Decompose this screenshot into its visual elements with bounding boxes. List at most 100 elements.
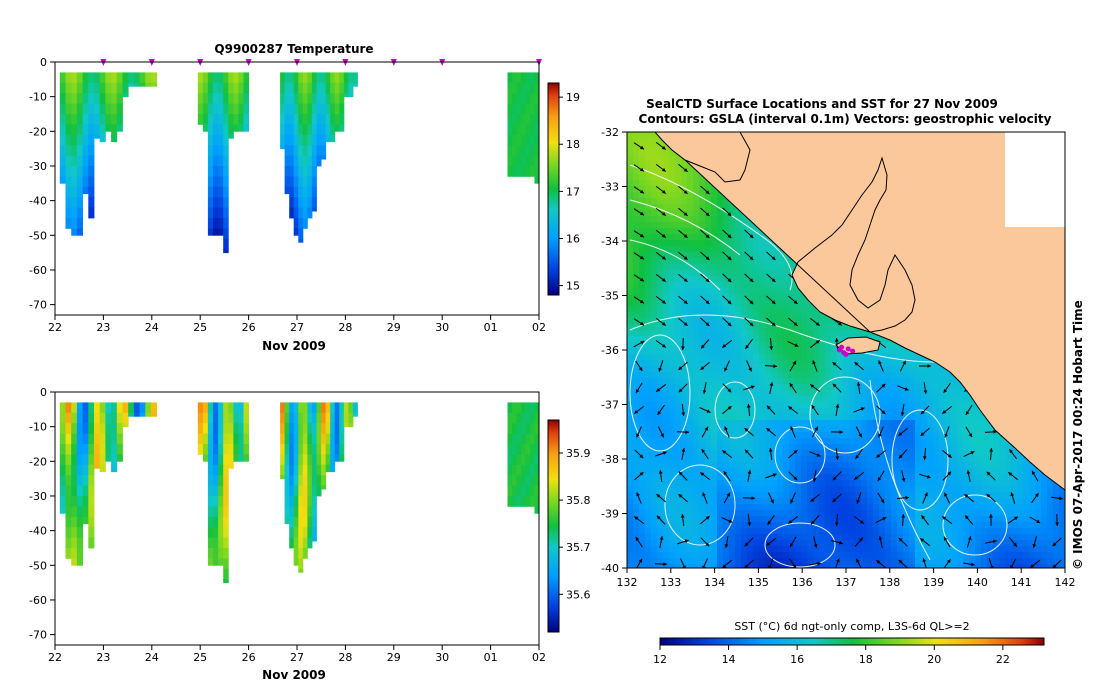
profile-cell [207,145,214,156]
sst-cell [741,330,748,337]
sst-cell [657,162,664,169]
sst-cell [657,138,664,145]
profile-cell [59,134,66,146]
sst-cell [789,306,796,313]
sst-cell [651,276,658,283]
profile-cell [223,412,229,424]
profile-cell [339,433,345,445]
sst-cell [759,432,766,439]
profile-cell [293,464,299,476]
sst-cell [735,444,742,451]
profile-cell [525,496,531,507]
sst-cell [759,360,766,367]
sst-cell [723,360,730,367]
sst-cell [627,234,634,241]
sst-cell [795,426,802,433]
sst-cell [627,294,634,301]
sst-cell [747,378,754,385]
sst-cell [651,408,658,415]
sst-cell [831,354,838,361]
sst-cell [639,216,646,223]
sst-cell [819,432,826,439]
sst-cell [627,150,634,157]
profile-cell [298,527,304,538]
profile-cell [330,454,336,466]
salinity-panel: 0-10-20-30-40-50-60-70 22 23 24 25 26 27 28 29 3… [29,386,590,682]
sst-cell [753,402,760,409]
sst-cell [885,390,892,397]
profile-cell [348,402,354,414]
sst-cell [891,396,898,403]
profile-cell [525,433,531,445]
sst-cell [825,402,832,409]
sst-cell [699,444,706,451]
sst-cell [801,426,808,433]
profile-cell [289,197,295,208]
sst-cell [639,342,646,349]
sst-cell [741,450,748,457]
sst-cell [789,414,796,421]
sst-cell [903,366,910,373]
profile-cell [71,423,78,434]
sst-cell [693,318,700,325]
profile-cell [82,72,89,84]
sst-cell [909,444,916,451]
profile-cell [213,93,219,104]
sst-cell [633,132,640,139]
sst-cell [783,420,790,427]
sst-cell [957,432,964,439]
profile-cell [202,454,209,462]
profile-cell [298,134,304,146]
sst-cell [897,450,904,457]
sst-cell [837,372,844,379]
sst-cell [681,162,688,169]
profile-cell [99,412,106,424]
sst-cell [783,252,790,259]
sst-cell [699,258,706,265]
profile-cell [82,485,89,497]
sst-cell [657,156,664,163]
sst-cell [753,408,760,415]
profile-cell [88,475,95,486]
sst-cell [819,384,826,391]
sst-cell [633,312,640,319]
sst-cell [675,282,682,289]
profile-cell [99,93,106,104]
profile-cell [284,454,290,466]
profile-cell [82,402,89,414]
profile-cell [105,402,112,414]
sst-cell [759,444,766,451]
sst-cell [753,420,760,427]
sst-cell [813,348,820,355]
sst-cell [849,324,856,331]
profile-cell [105,103,112,115]
profile-cell [238,103,244,115]
profile-cell [298,444,304,455]
sst-cell [879,420,886,427]
profile-cell [238,423,244,434]
sst-cell [795,396,802,403]
sst-cell [645,390,652,397]
profile-cell [311,444,317,455]
sst-cell [657,444,664,451]
profile-cell [213,516,219,528]
sst-cell [795,384,802,391]
sst-cell [729,420,736,427]
sst-cell [885,432,892,439]
sst-cell [633,222,640,229]
profile-cell [207,402,214,414]
sst-cell [735,318,742,325]
sst-cell [729,288,736,295]
sst-cell [819,348,826,355]
sst-cell [795,444,802,451]
sst-cell [675,408,682,415]
sst-cell [729,222,736,229]
colorbar-tick-label: 19 [566,91,580,104]
sst-cell [651,294,658,301]
sst-cell [633,360,640,367]
sst-cell [933,378,940,385]
profile-cell [105,82,112,94]
sst-cell [729,240,736,247]
profile-cell [223,134,229,146]
profile-cell [88,496,95,507]
